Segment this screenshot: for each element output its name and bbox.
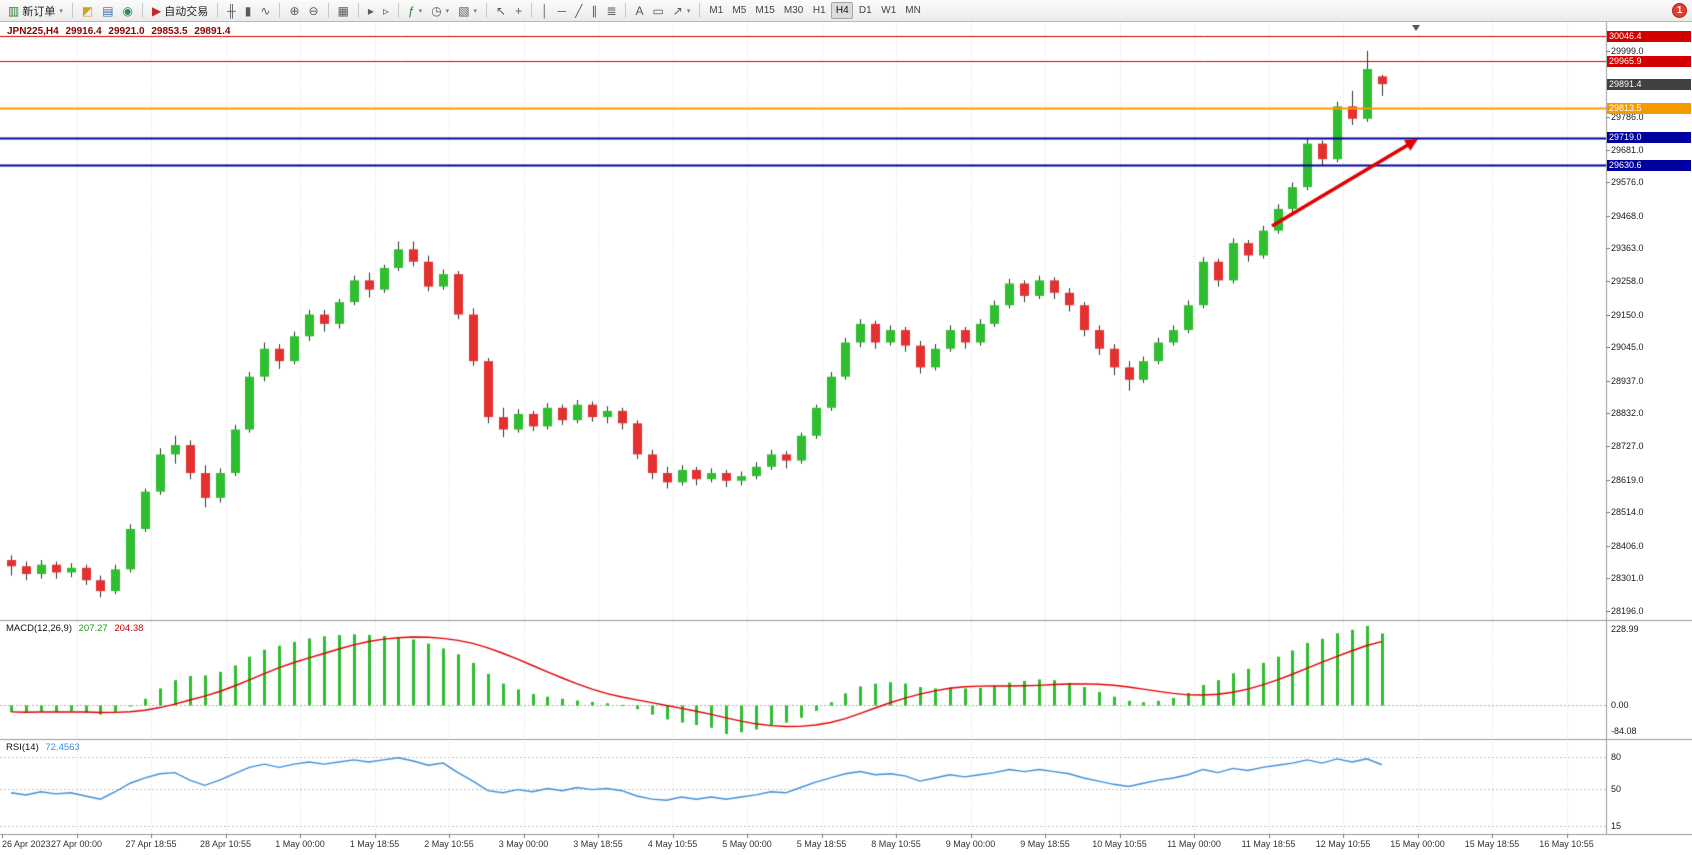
candlestick-chart-button[interactable]: ▮ — [241, 1, 256, 20]
bar-chart-icon: ╫ — [227, 3, 236, 18]
toolbar-separator — [357, 3, 359, 18]
toolbar-separator — [699, 3, 701, 18]
cursor-button[interactable]: ↖ — [492, 1, 510, 20]
new-order-icon: ▥ — [8, 3, 20, 18]
new-order-label: 新订单 — [22, 5, 56, 18]
zoom-in-button[interactable]: ⊕ — [285, 1, 303, 20]
bar-chart-button[interactable]: ╫ — [223, 1, 240, 20]
arrows-icon: ↗ — [672, 3, 683, 18]
chart-shift-marker[interactable] — [1412, 25, 1420, 31]
crosshair-button[interactable]: + — [511, 1, 526, 20]
toolbar-separator — [217, 3, 219, 18]
caret-down-icon: ▾ — [59, 7, 63, 15]
timeframe-m5[interactable]: M5 — [732, 5, 747, 16]
timeframe-m15[interactable]: M15 — [755, 5, 775, 16]
templates-icon: ▧ — [458, 3, 470, 18]
text-button[interactable]: A — [631, 1, 647, 20]
toolbar: ▥ 新订单 ▾ ◩ ▤ ◉ ▶ 自动交易 ╫ ▮ ∿ ⊕ ⊖ ▦ ▸ ▹ ƒ ▾ ◷ ▾ ▧ ▾ ↖ + │ ─ ╱ ∥ ≣ A ▭ ↗ ▾ M1… — [0, 0, 1692, 22]
candlestick-chart-icon: ▮ — [244, 3, 252, 18]
periods-button[interactable]: ◷ ▾ — [427, 1, 453, 20]
auto-trading-label: 自动交易 — [164, 5, 209, 18]
crosshair-icon: + — [515, 3, 523, 18]
data-window-icon: ▤ — [102, 3, 114, 18]
caret-down-icon: ▾ — [473, 7, 478, 15]
templates-button[interactable]: ▧ ▾ — [454, 1, 481, 20]
auto-trading-button[interactable]: ▶ 自动交易 — [148, 1, 212, 20]
timeframe-m30[interactable]: M30 — [783, 5, 804, 16]
zoom-out-button[interactable]: ⊖ — [305, 1, 323, 20]
toolbar-separator — [327, 3, 329, 18]
toolbar-separator — [531, 3, 533, 18]
time-axis[interactable] — [0, 834, 1606, 855]
tile-windows-icon: ▦ — [337, 3, 349, 18]
indicators-button[interactable]: ƒ ▾ — [404, 1, 426, 20]
chart-shift-icon: ▹ — [382, 3, 389, 18]
vertical-line-button[interactable]: │ — [537, 1, 553, 20]
shapes-icon: ▭ — [652, 3, 664, 18]
timeframe-m1[interactable]: M1 — [709, 5, 724, 16]
navigator-icon: ◉ — [122, 3, 134, 18]
caret-down-icon: ▾ — [445, 7, 450, 15]
timeframe-h4[interactable]: H4 — [831, 2, 854, 19]
auto-scroll-button[interactable]: ▸ — [364, 1, 378, 20]
data-window-button[interactable]: ▤ — [98, 1, 117, 20]
equidistant-channel-button[interactable]: ∥ — [587, 1, 601, 20]
tile-windows-button[interactable]: ▦ — [334, 1, 353, 20]
indicators-icon: ƒ — [407, 3, 415, 18]
toolbar-separator — [397, 3, 399, 18]
trendline-icon: ╱ — [575, 3, 583, 18]
new-order-button[interactable]: ▥ 新订单 ▾ — [4, 1, 67, 20]
line-chart-icon: ∿ — [260, 3, 271, 18]
timeframe-w1[interactable]: W1 — [881, 5, 897, 16]
market-watch-icon: ◩ — [81, 3, 94, 18]
zoom-out-icon: ⊖ — [308, 3, 319, 18]
line-chart-button[interactable]: ∿ — [256, 1, 274, 20]
vertical-line-icon: │ — [541, 3, 549, 18]
equidistant-channel-icon: ∥ — [591, 3, 598, 18]
timeframe-mn[interactable]: MN — [905, 5, 921, 16]
trendline-button[interactable]: ╱ — [571, 1, 586, 20]
cursor-icon: ↖ — [496, 3, 507, 18]
caret-down-icon: ▾ — [418, 7, 423, 15]
arrows-button[interactable]: ↗ ▾ — [669, 1, 695, 20]
toolbar-separator — [71, 3, 73, 18]
fibonacci-icon: ≣ — [606, 3, 617, 18]
horizontal-line-button[interactable]: ─ — [554, 1, 571, 20]
horizontal-line-icon: ─ — [557, 3, 567, 18]
toolbar-separator — [279, 3, 281, 18]
notifications-badge[interactable]: 1 — [1672, 3, 1687, 18]
auto-trading-icon: ▶ — [152, 3, 162, 18]
periods-icon: ◷ — [431, 3, 442, 18]
auto-scroll-icon: ▸ — [367, 3, 374, 18]
fibonacci-button[interactable]: ≣ — [602, 1, 620, 20]
toolbar-separator — [625, 3, 627, 18]
timeframe-h1[interactable]: H1 — [812, 5, 826, 16]
text-icon: A — [635, 3, 644, 18]
navigator-button[interactable]: ◉ — [119, 1, 137, 20]
shapes-button[interactable]: ▭ — [648, 1, 667, 20]
market-watch-button[interactable]: ◩ — [78, 1, 97, 20]
zoom-in-icon: ⊕ — [289, 3, 300, 18]
price-axis[interactable] — [1606, 22, 1692, 834]
chart-shift-button[interactable]: ▹ — [379, 1, 393, 20]
caret-down-icon: ▾ — [686, 7, 691, 15]
timeframe-d1[interactable]: D1 — [858, 5, 872, 16]
toolbar-separator — [486, 3, 488, 18]
toolbar-separator — [142, 3, 144, 18]
